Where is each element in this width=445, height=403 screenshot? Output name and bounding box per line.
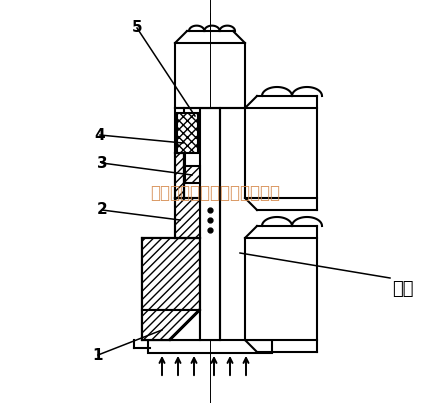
Text: 东莞市马赫机械设备有限公司: 东莞市马赫机械设备有限公司	[150, 184, 280, 202]
Bar	[148, 340, 272, 353]
Text: 3: 3	[97, 156, 107, 170]
Polygon shape	[175, 153, 184, 198]
Polygon shape	[142, 238, 200, 310]
Bar	[200, 108, 220, 340]
Text: 阀芯: 阀芯	[392, 280, 413, 298]
Bar	[142, 238, 200, 340]
Polygon shape	[175, 198, 200, 238]
Bar	[177, 113, 198, 153]
Text: 5: 5	[132, 21, 142, 35]
Bar	[245, 238, 317, 340]
Text: 2: 2	[97, 202, 107, 218]
Bar	[245, 108, 317, 198]
Bar	[175, 43, 245, 108]
Bar	[185, 166, 200, 183]
Text: 4: 4	[95, 127, 105, 143]
Polygon shape	[142, 310, 200, 340]
Text: 1: 1	[93, 347, 103, 363]
